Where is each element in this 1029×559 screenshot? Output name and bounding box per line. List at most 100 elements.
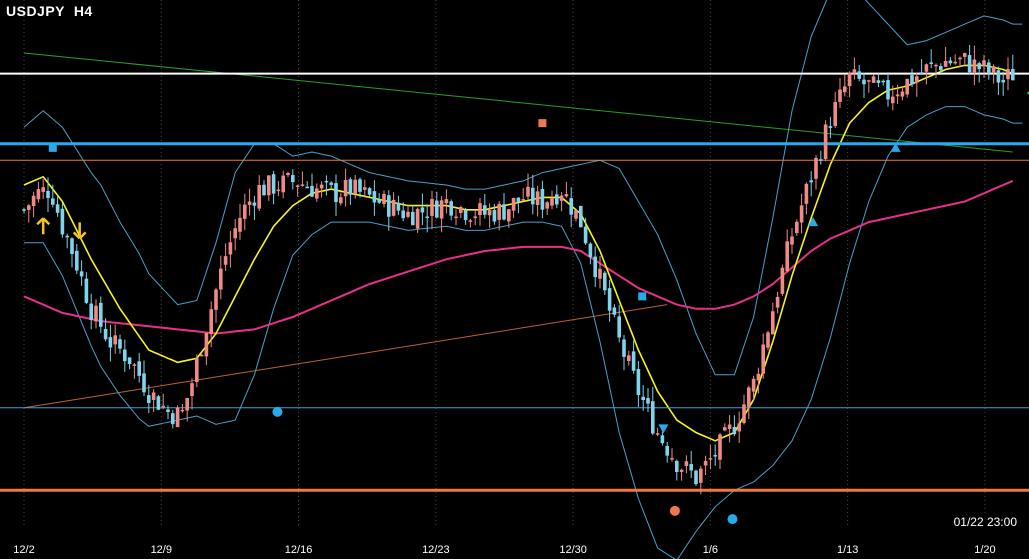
bear-candle [147,395,151,404]
slow-moving-average [23,179,1014,335]
bear-candle [348,179,353,195]
bear-candle [939,66,943,71]
bull-candle [507,209,511,222]
bear-candle [641,396,645,401]
bear-candle [65,235,69,238]
bull-candle [27,205,31,210]
bull-candle [804,183,809,204]
bear-candle [463,209,468,221]
bear-candle [689,464,693,471]
bull-candle [247,201,252,206]
green-trendline [23,52,1013,153]
bull-candle [267,175,271,196]
bear-candle [99,302,103,327]
bull-candle [300,184,305,186]
bull-candle [415,208,420,229]
symbol-title: USDJPY H4 [6,3,93,19]
bull-candle [430,199,434,216]
bull-candle [718,434,722,460]
bull-candle [521,199,525,201]
bear-candle [310,185,314,197]
bear-candle [142,373,146,393]
bull-candle [487,209,492,216]
bear-candle [675,460,679,473]
bear-candle [435,200,439,218]
bear-candle [483,205,487,215]
bull-candle [564,194,569,197]
bear-candle [108,337,113,348]
bull-candle [391,199,396,216]
blue-down-triangle [658,424,669,434]
bull-candle [905,78,909,95]
bull-candle [843,86,847,93]
bull-candle [833,101,837,126]
bull-candle [526,186,530,197]
timeframe-label: H4 [73,3,93,19]
bear-candle [79,271,84,277]
bull-candle [814,157,818,179]
upper-band [23,0,1023,376]
bull-candle [823,124,828,160]
bull-candle [895,94,900,97]
bull-candle [799,205,804,223]
orange-circle-marker [669,505,680,516]
bull-candle [838,89,842,102]
bull-candle [497,203,501,220]
bull-candle [1006,69,1010,80]
bull-candle [598,268,602,279]
bear-candle [569,198,573,215]
bull-candle [94,305,98,322]
bull-candle [243,204,247,219]
bull-candle [867,80,871,82]
bull-candle [175,407,180,428]
bear-candle [51,198,55,205]
bull-candle [219,268,223,290]
x-tick-label: 12/9 [151,544,172,556]
bear-candle [367,188,372,195]
bear-candle [967,55,972,73]
bull-candle [257,184,261,209]
candles [22,45,1015,495]
bear-candle [910,75,914,85]
bull-candle [233,228,237,239]
bear-candle [171,413,175,425]
bear-candle [636,369,641,396]
x-tick-label: 1/6 [703,544,718,556]
bull-candle [276,189,281,192]
bull-candle [747,387,751,408]
bear-candle [70,238,74,254]
bull-candle [684,461,689,467]
bear-candle [291,175,295,183]
bear-candle [948,60,953,64]
bull-candle [199,354,204,357]
bear-candle [809,180,813,183]
yellow-down-arrow [72,222,87,240]
bull-candle [708,458,713,460]
bull-candle [771,311,775,335]
bull-candle [223,256,228,265]
bull-candle [161,405,165,408]
bull-candle [891,96,895,104]
bull-candle [281,175,285,193]
bear-candle [127,357,132,365]
bear-candle [881,80,885,83]
bull-candle [751,378,756,392]
bear-candle [449,201,453,216]
orange-trendline [23,304,668,409]
bull-candle [406,211,410,217]
bear-candle [603,272,607,291]
bear-candle [694,470,698,485]
bull-candle [943,60,948,67]
bear-candle [593,256,597,278]
bear-candle [857,71,861,79]
x-tick-label: 12/23 [422,544,450,556]
bull-candle [550,198,554,206]
bear-candle [987,62,991,74]
bull-candle [761,344,765,374]
bull-candle [459,206,463,213]
bear-candle [372,191,377,203]
bull-candle [766,332,770,348]
bull-candle [847,72,852,87]
